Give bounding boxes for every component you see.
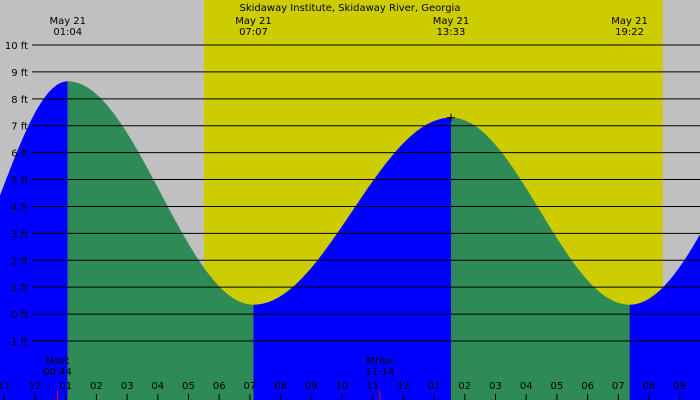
extreme-date-label: May 21	[611, 16, 648, 27]
x-tick-label: 04	[520, 381, 533, 392]
x-tick-label: 11	[0, 381, 11, 392]
x-tick-label: 11	[366, 381, 379, 392]
y-tick-label: 9 ft	[11, 68, 28, 79]
extreme-date-label: May 21	[49, 16, 86, 27]
y-tick-label: 7 ft	[11, 122, 28, 133]
x-tick-label: 09	[305, 381, 318, 392]
x-tick-label: 02	[458, 381, 471, 392]
x-tick-label: 08	[274, 381, 287, 392]
x-tick-label: 09	[673, 381, 686, 392]
tide-areas	[0, 81, 700, 400]
extreme-time-label: 13:33	[437, 27, 466, 38]
x-tick-label: 07	[612, 381, 625, 392]
extreme-time-label: 19:22	[615, 27, 644, 38]
y-tick-label: -1 ft	[8, 337, 28, 348]
x-tick-label: 01	[59, 381, 72, 392]
y-tick-labels: 10 ft 9 ft 8 ft 7 ft 6 ft 5 ft 4 ft 3 ft 2 ft 1 f…	[5, 41, 28, 348]
x-tick-label: 05	[551, 381, 564, 392]
x-tick-label: 03	[121, 381, 134, 392]
x-tick-label: 04	[151, 381, 164, 392]
gridlines	[32, 44, 700, 342]
moon-event-name: Mrise	[366, 356, 393, 367]
x-tick-label: 06	[581, 381, 594, 392]
extreme-time-label: 07:07	[239, 27, 268, 38]
y-tick-label: 4 ft	[11, 202, 28, 213]
falling-tide-area	[67, 81, 254, 400]
y-tick-label: 6 ft	[11, 149, 28, 160]
moon-event-time: 11:14	[365, 367, 394, 378]
y-tick-label: 8 ft	[11, 95, 28, 106]
high-tide-marker	[446, 113, 455, 122]
x-tick-label: 01	[428, 381, 441, 392]
x-tick-label: 02	[90, 381, 103, 392]
extreme-date-label: May 21	[433, 16, 470, 27]
rising-tide-area	[629, 234, 700, 400]
x-tick-label: 03	[489, 381, 502, 392]
y-tick-label: 5 ft	[11, 176, 28, 187]
y-tick-label: 0 ft	[11, 310, 28, 321]
y-tick-label: 2 ft	[11, 256, 28, 267]
falling-tide-area	[451, 117, 630, 400]
rising-tide-area	[253, 117, 451, 400]
x-tick-label: 10	[336, 381, 349, 392]
y-tick-label: 1 ft	[11, 283, 28, 294]
y-tick-label: 10 ft	[5, 41, 28, 52]
moon-event-time: 00:44	[43, 367, 72, 378]
x-tick-label: 12	[29, 381, 42, 392]
x-tick-label: 05	[182, 381, 195, 392]
x-tick-label: 06	[213, 381, 226, 392]
y-tick-label: 3 ft	[11, 229, 28, 240]
x-tick-labels: 11 12 01 02 03 04 05 06 07 08 09 10 11 12 01 02 03 04 05 06…	[0, 381, 686, 400]
extreme-date-label: May 21	[235, 16, 272, 27]
moon-event-name: Mset	[46, 356, 70, 367]
x-tick-label: 07	[244, 381, 257, 392]
extreme-time-label: 01:04	[53, 27, 82, 38]
x-tick-label: 08	[643, 381, 656, 392]
x-tick-label: 12	[397, 381, 410, 392]
chart-title: Skidaway Institute, Skidaway River, Geor…	[240, 3, 461, 14]
rising-tide-area	[0, 81, 68, 400]
